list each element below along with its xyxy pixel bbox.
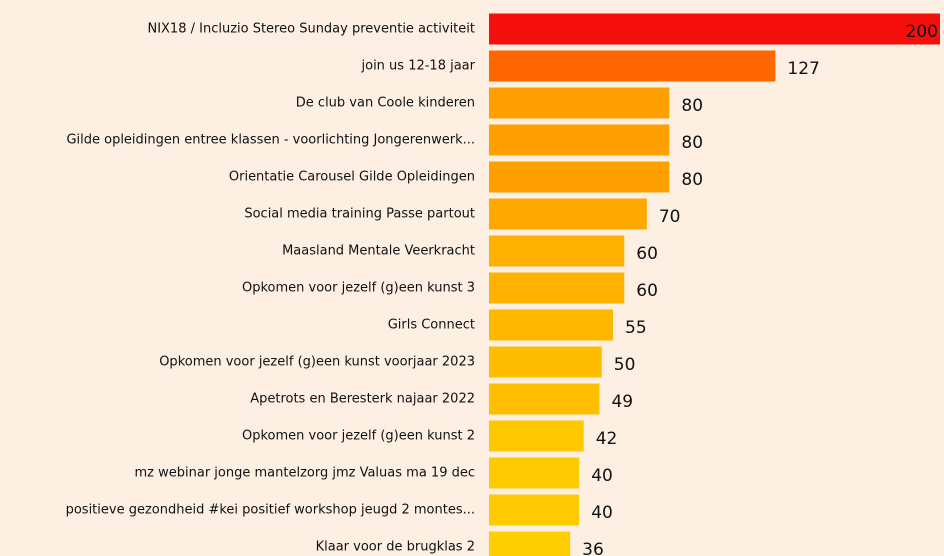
bar [489, 124, 670, 156]
bar [489, 13, 940, 45]
value-label: 200 [906, 22, 938, 42]
bar [489, 346, 602, 378]
bar [489, 50, 776, 82]
bar [489, 198, 647, 230]
bar [489, 383, 600, 415]
category-label: Apetrots en Beresterk najaar 2022 [250, 392, 475, 407]
category-label: Opkomen voor jezelf (g)een kunst 2 [242, 429, 475, 444]
value-label: 42 [596, 429, 618, 449]
bar [489, 494, 580, 526]
category-label: Klaar voor de brugklas 2 [316, 540, 475, 555]
value-label: 40 [591, 466, 613, 486]
category-label: Opkomen voor jezelf (g)een kunst voorjaa… [159, 355, 475, 370]
category-label: Social media training Passe partout [244, 207, 475, 222]
category-label: mz webinar jonge mantelzorg jmz Valuas m… [135, 466, 475, 481]
category-label: Girls Connect [388, 318, 475, 333]
bar [489, 161, 670, 193]
bar [489, 87, 670, 119]
category-label: Orientatie Carousel Gilde Opleidingen [229, 170, 475, 185]
bar [489, 235, 625, 267]
value-label: 50 [614, 355, 636, 375]
value-label: 60 [636, 281, 658, 301]
bar [489, 420, 584, 452]
bar [489, 309, 614, 341]
value-label: 40 [591, 503, 613, 523]
category-label: De club van Coole kinderen [296, 96, 475, 111]
value-label: 80 [681, 133, 703, 153]
value-label: 80 [681, 170, 703, 190]
bar [489, 457, 580, 489]
value-label: 60 [636, 244, 658, 264]
bar [489, 272, 625, 304]
category-label: Gilde opleidingen entree klassen - voorl… [66, 133, 475, 148]
category-label: join us 12-18 jaar [361, 59, 476, 74]
value-label: 36 [582, 540, 604, 556]
category-label: Maasland Mentale Veerkracht [282, 244, 475, 259]
value-label: 55 [625, 318, 647, 338]
value-label: 70 [659, 207, 681, 227]
value-label: 80 [681, 96, 703, 116]
bar [489, 531, 571, 556]
category-label: Opkomen voor jezelf (g)een kunst 3 [242, 281, 475, 296]
value-label: 49 [611, 392, 633, 412]
value-label: 127 [787, 59, 819, 79]
category-label: positieve gezondheid #kei positief works… [66, 503, 475, 518]
category-label: NIX18 / Incluzio Stereo Sunday preventie… [147, 22, 475, 37]
